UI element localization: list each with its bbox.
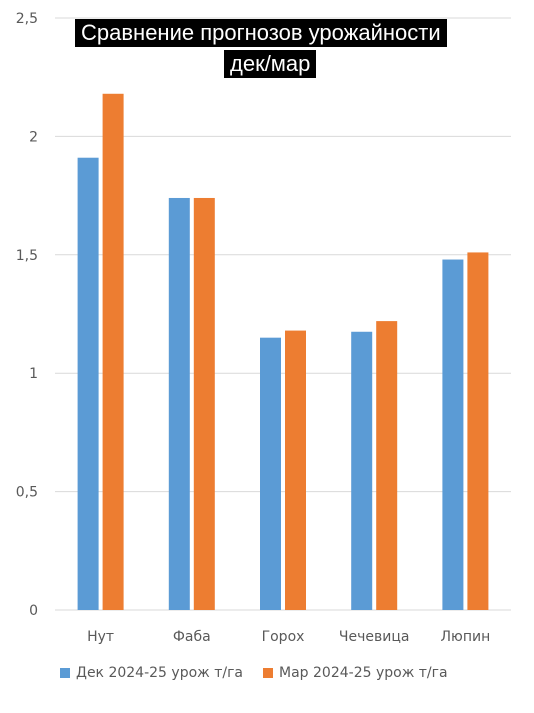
y-tick-label: 2,5 (16, 11, 38, 27)
bar-dec-0 (77, 157, 99, 610)
bar-mar-4 (467, 252, 489, 610)
bar-dec-4 (442, 259, 464, 610)
x-tick-label: Горох (262, 629, 305, 645)
bar-mar-2 (285, 330, 306, 610)
legend-label-dec: Дек 2024-25 урож т/га (76, 665, 244, 681)
bar-dec-3 (351, 331, 373, 610)
y-tick-label: 2 (29, 129, 38, 145)
chart-legend: Дек 2024-25 урож т/га Мар 2024-25 урож т… (60, 665, 468, 681)
x-tick-label: Чечевица (339, 629, 410, 645)
y-tick-label: 1,5 (16, 248, 38, 264)
chart-subtitle: дек/мар (224, 50, 317, 79)
x-tick-label: Фаба (173, 629, 211, 645)
bar-dec-2 (260, 337, 281, 610)
legend-swatch-dec (60, 668, 70, 678)
bar-mar-3 (376, 321, 398, 610)
y-tick-label: 0 (29, 603, 38, 619)
x-tick-label: Люпин (441, 629, 491, 645)
legend-item-mar: Мар 2024-25 урож т/га (263, 665, 448, 681)
x-tick-label: Нут (87, 629, 114, 645)
y-tick-label: 1 (29, 366, 38, 382)
bar-mar-1 (193, 197, 215, 610)
chart-title: Сравнение прогнозов урожайности (75, 19, 447, 48)
bar-dec-1 (168, 197, 190, 610)
legend-swatch-mar (263, 668, 274, 678)
y-tick-label: 0,5 (16, 485, 38, 501)
legend-item-dec: Дек 2024-25 урож т/га (60, 665, 243, 681)
legend-label-mar: Мар 2024-25 урож т/га (279, 665, 448, 681)
bar-mar-0 (102, 93, 124, 610)
